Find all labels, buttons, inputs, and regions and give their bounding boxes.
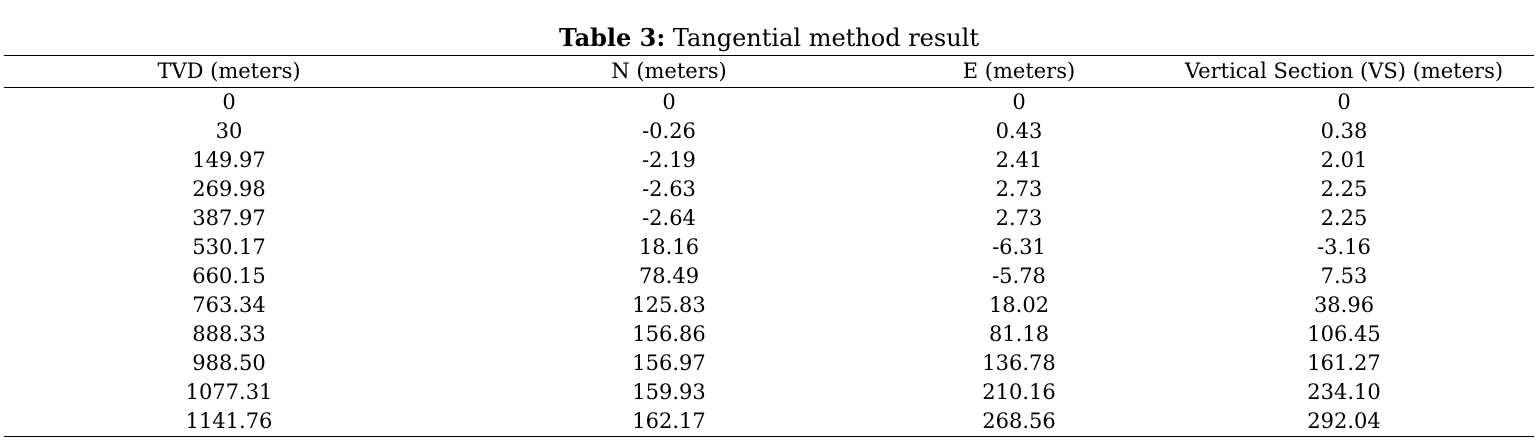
table-row: 660.15 78.49 -5.78 7.53 [4, 262, 1534, 291]
cell-e: 268.56 [884, 407, 1154, 437]
cell-n: 0 [662, 90, 676, 114]
table-row: 1141.76 162.17 268.56 292.04 [4, 407, 1534, 437]
table-row: 269.98 -2.63 2.73 2.25 [4, 175, 1534, 204]
cell-tvd: 988.50 [192, 351, 266, 375]
cell-vs: 106.45 [1307, 322, 1381, 346]
cell-vs: 292.04 [1154, 407, 1534, 437]
table-row: 988.50 156.97 136.78 161.27 [4, 349, 1534, 378]
cell-tvd: 660.15 [192, 264, 266, 288]
table-body: 0 0 0 0 30 -0.26 0.43 0.38 149.97 -2.19 … [4, 88, 1534, 437]
cell-n: -2.63 [642, 177, 696, 201]
header-row: TVD (meters) N (meters) E (meters) Verti… [4, 55, 1534, 88]
cell-n: -0.26 [642, 119, 696, 143]
cell-vs: 0 [1337, 90, 1351, 114]
cell-vs: 38.96 [1313, 293, 1375, 317]
cell-n: -2.64 [642, 206, 696, 230]
cell-vs: 2.25 [1320, 177, 1368, 201]
cell-e: -6.31 [992, 235, 1046, 259]
cell-n: 156.86 [632, 322, 706, 346]
column-header-tvd: TVD (meters) [4, 55, 454, 88]
cell-vs: 0.38 [1320, 119, 1368, 143]
table-row: 149.97 -2.19 2.41 2.01 [4, 146, 1534, 175]
column-header-vs: Vertical Section (VS) (meters) [1154, 55, 1534, 88]
cell-tvd: 1141.76 [4, 407, 454, 437]
cell-n: 159.93 [632, 380, 706, 404]
cell-tvd: 1077.31 [185, 380, 273, 404]
cell-vs: 2.01 [1320, 148, 1368, 172]
cell-tvd: 0 [222, 90, 236, 114]
table-row: 1077.31 159.93 210.16 234.10 [4, 378, 1534, 407]
table-caption-text: Tangential method result [665, 24, 979, 52]
cell-tvd: 387.97 [192, 206, 266, 230]
cell-tvd: 30 [215, 119, 243, 143]
cell-tvd: 763.34 [192, 293, 266, 317]
table-row: 387.97 -2.64 2.73 2.25 [4, 204, 1534, 233]
cell-vs: 7.53 [1320, 264, 1368, 288]
cell-tvd: 269.98 [192, 177, 266, 201]
cell-tvd: 888.33 [192, 322, 266, 346]
cell-tvd: 530.17 [192, 235, 266, 259]
cell-n: 78.49 [638, 264, 700, 288]
table-row: 30 -0.26 0.43 0.38 [4, 117, 1534, 146]
cell-vs: -3.16 [1317, 235, 1371, 259]
cell-e: 2.73 [995, 177, 1043, 201]
cell-vs: 2.25 [1320, 206, 1368, 230]
cell-e: 81.18 [988, 322, 1050, 346]
cell-n: 162.17 [454, 407, 884, 437]
cell-n: -2.19 [642, 148, 696, 172]
table-row: 530.17 18.16 -6.31 -3.16 [4, 233, 1534, 262]
cell-vs: 234.10 [1307, 380, 1381, 404]
cell-e: 136.78 [982, 351, 1056, 375]
results-table: TVD (meters) N (meters) E (meters) Verti… [4, 55, 1534, 437]
cell-n: 125.83 [632, 293, 706, 317]
column-header-e: E (meters) [884, 55, 1154, 88]
cell-e: -5.78 [992, 264, 1046, 288]
table-row: 888.33 156.86 81.18 106.45 [4, 320, 1534, 349]
cell-e: 210.16 [982, 380, 1056, 404]
cell-n: 18.16 [638, 235, 700, 259]
cell-vs: 161.27 [1307, 351, 1381, 375]
cell-n: 156.97 [632, 351, 706, 375]
cell-e: 0 [1012, 90, 1026, 114]
table-caption-label: Table 3: [559, 23, 666, 52]
cell-e: 0.43 [995, 119, 1043, 143]
table-header: TVD (meters) N (meters) E (meters) Verti… [4, 55, 1534, 88]
table-caption: Table 3: Tangential method result [0, 22, 1538, 54]
cell-tvd: 149.97 [192, 148, 266, 172]
table-row: 0 0 0 0 [4, 88, 1534, 118]
cell-e: 18.02 [988, 293, 1050, 317]
column-header-n: N (meters) [454, 55, 884, 88]
cell-e: 2.41 [995, 148, 1043, 172]
cell-e: 2.73 [995, 206, 1043, 230]
table-row: 763.34 125.83 18.02 38.96 [4, 291, 1534, 320]
